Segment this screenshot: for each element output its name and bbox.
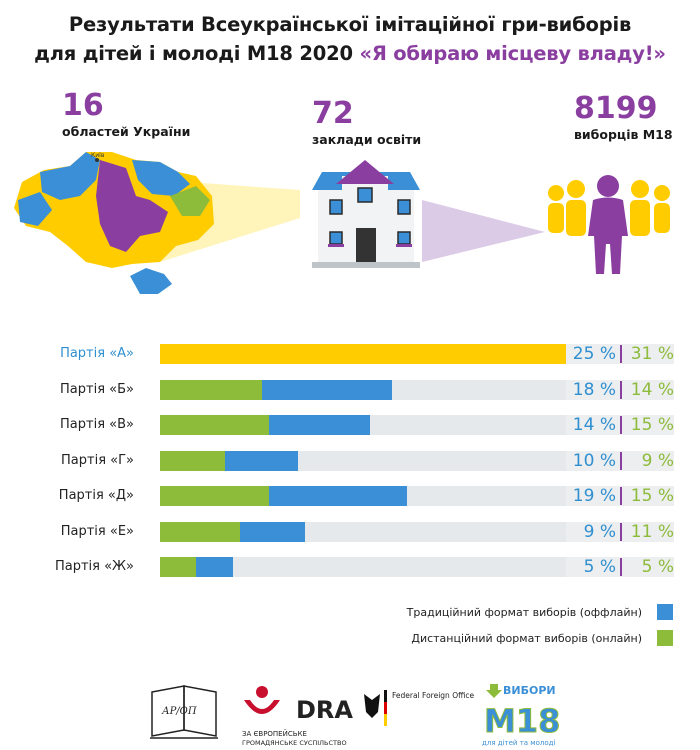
stat-voters: 8199 виборців М18	[574, 91, 673, 143]
legend-online-swatch	[657, 630, 673, 646]
bar-track	[160, 415, 566, 435]
bar-offline	[261, 380, 392, 400]
value-offline: 9 %	[583, 522, 616, 542]
bar-online	[160, 557, 197, 577]
bar-online	[160, 486, 269, 506]
bar-offline	[225, 451, 298, 471]
value-separator	[620, 558, 622, 576]
stat-voters-value: 8199	[574, 91, 658, 126]
party-label: Партія «Д»	[58, 488, 134, 503]
dra-logo-sub1: ЗА ЄВРОПЕЙСЬКЕ	[242, 729, 307, 738]
ffo-text: Federal Foreign Office	[392, 691, 474, 700]
value-online: 15 %	[630, 486, 674, 506]
value-online: 5 %	[641, 557, 674, 577]
value-separator	[620, 523, 622, 541]
m18-top-text: ВИБОРИ	[503, 684, 556, 697]
map-city-label: Київ	[91, 152, 105, 159]
value-offline: 5 %	[583, 557, 616, 577]
party-label: Партія «Б»	[60, 382, 134, 397]
party-label: Партія «В»	[60, 417, 134, 432]
footer-logos: АР/ОП DRA ЗА ЄВРОПЕЙСЬКЕ ГРОМАДЯНСЬКЕ СУ…	[150, 684, 561, 747]
school-building-icon	[312, 160, 420, 268]
value-separator	[620, 452, 622, 470]
value-separator	[620, 381, 622, 399]
value-offline: 14 %	[572, 415, 616, 435]
party-label: Партія «Г»	[61, 453, 134, 468]
title-line-2: для дітей і молоді М18 2020 «Я обираю мі…	[0, 39, 700, 68]
dra-logo: DRA ЗА ЄВРОПЕЙСЬКЕ ГРОМАДЯНСЬКЕ СУСПІЛЬС…	[242, 686, 353, 747]
federal-foreign-office-logo: Federal Foreign Office	[364, 690, 474, 726]
bar-online	[160, 380, 262, 400]
dra-logo-sub2: ГРОМАДЯНСЬКЕ СУСПІЛЬСТВО	[242, 739, 347, 747]
legend-offline-swatch	[657, 604, 673, 620]
bar-track	[160, 380, 566, 400]
slogan: «Я обираю місцеву владу!»	[359, 42, 666, 65]
stat-voters-label: виборців М18	[574, 127, 673, 142]
legend-offline-label: Традиційний формат виборів (оффлайн)	[406, 606, 642, 619]
bar-track	[160, 451, 566, 471]
value-online: 9 %	[641, 451, 674, 471]
vybory-m18-logo: ВИБОРИ М18 для дітей та молоді	[482, 684, 561, 747]
bar-track	[160, 486, 566, 506]
bar-offline	[196, 557, 233, 577]
infographic-illustration: Київ	[14, 152, 670, 294]
title-line-2-text: для дітей і молоді М18 2020	[34, 42, 360, 65]
value-online: 14 %	[630, 380, 674, 400]
apon-book-logo: АР/ОП	[150, 685, 218, 739]
bar-online	[160, 522, 240, 542]
bar-offline	[268, 415, 371, 435]
stat-regions-label: областей України	[62, 124, 191, 139]
value-offline: 19 %	[572, 486, 616, 506]
party-label: Партія «Ж»	[54, 559, 134, 574]
stat-schools-label: заклади освіти	[312, 132, 422, 147]
bar-online	[160, 451, 226, 471]
value-separator	[620, 345, 622, 363]
bar-track	[160, 344, 566, 364]
bar-track	[160, 557, 566, 577]
value-separator	[620, 487, 622, 505]
value-offline: 25 %	[572, 344, 616, 364]
ukraine-map: Київ	[14, 152, 214, 294]
m18-big-text: М18	[484, 702, 560, 740]
apon-logo-text: АР/ОП	[161, 706, 197, 717]
party-label: Партія «Е»	[60, 524, 134, 539]
bar-offline	[268, 486, 407, 506]
stat-schools-value: 72	[312, 96, 354, 131]
legend-online-label: Дистанційний формат виборів (онлайн)	[411, 632, 642, 645]
value-online: 11 %	[630, 522, 674, 542]
page-title: Результати Всеукраїнської імітаційної гр…	[0, 10, 700, 68]
bar-online	[160, 415, 269, 435]
value-online: 15 %	[630, 415, 674, 435]
party-label: Партія «А»	[60, 346, 134, 361]
stat-regions-value: 16	[62, 88, 104, 123]
value-offline: 18 %	[572, 380, 616, 400]
value-separator	[620, 416, 622, 434]
house-projection	[422, 200, 545, 262]
dra-logo-name: DRA	[296, 696, 353, 724]
bar-offline	[239, 522, 305, 542]
bar-track	[160, 522, 566, 542]
voters-people-icon	[548, 175, 670, 274]
stat-regions: 16 областей України	[62, 88, 191, 140]
value-offline: 10 %	[572, 451, 616, 471]
bar-total-highlight	[160, 344, 566, 364]
value-online: 31 %	[630, 344, 674, 364]
m18-sub-text: для дітей та молоді	[482, 739, 555, 747]
stat-schools: 72 заклади освіти	[312, 96, 422, 148]
title-line-1: Результати Всеукраїнської імітаційної гр…	[68, 13, 632, 36]
